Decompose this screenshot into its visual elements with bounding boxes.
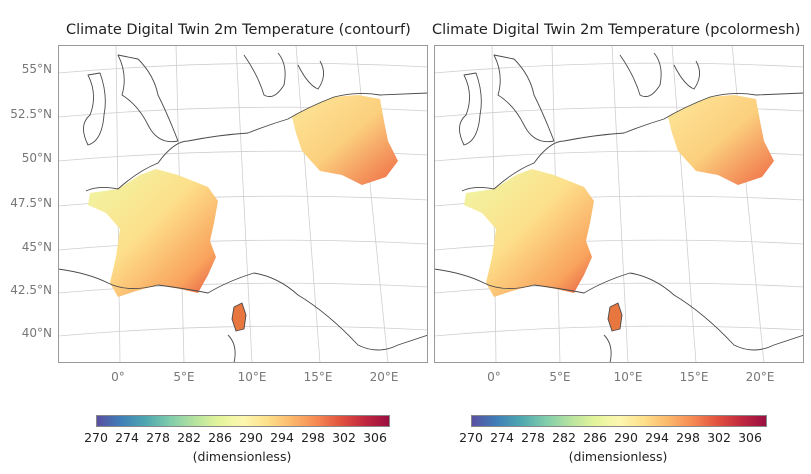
colorbar-tick: 306 <box>363 430 387 445</box>
panel-title-pcolormesh: Climate Digital Twin 2m Temperature (pco… <box>432 22 801 38</box>
lon-label-20e: 20°E <box>745 370 775 384</box>
lat-label-52-5: 52.5°N <box>10 107 52 121</box>
lon-label-5e: 5°E <box>549 370 571 384</box>
colorbar-contourf <box>96 415 390 427</box>
colorbar-tick: 278 <box>146 430 170 445</box>
colorbar-tick: 282 <box>552 430 576 445</box>
colorbar-tick: 298 <box>301 430 325 445</box>
colorbar-tick: 274 <box>490 430 514 445</box>
colorbar-tick: 306 <box>738 430 762 445</box>
colorbar-label: (dimensionless) <box>568 449 668 464</box>
colorbar-pcolormesh <box>471 415 767 427</box>
colorbar-tick: 274 <box>115 430 139 445</box>
corsica-field <box>232 303 246 331</box>
lon-label-15e: 15°E <box>679 370 709 384</box>
map-panel-pcolormesh <box>434 45 804 363</box>
poland-field <box>668 95 774 185</box>
map-panel-contourf <box>58 45 428 363</box>
lon-label-20e: 20°E <box>369 370 399 384</box>
colorbar-tick: 302 <box>707 430 731 445</box>
france-field <box>88 169 218 297</box>
colorbar-tick: 290 <box>614 430 638 445</box>
panel-title-contourf: Climate Digital Twin 2m Temperature (con… <box>66 22 411 38</box>
lon-label-10e: 10°E <box>613 370 643 384</box>
lon-label-0: 0° <box>111 370 125 384</box>
colorbar-tick: 270 <box>84 430 108 445</box>
lon-label-10e: 10°E <box>237 370 267 384</box>
coastlines <box>434 52 804 363</box>
lat-label-40: 40°N <box>21 326 52 340</box>
lat-label-55: 55°N <box>21 62 52 76</box>
colorbar-label: (dimensionless) <box>192 449 292 464</box>
corsica-field <box>608 303 622 331</box>
colorbar-tick: 270 <box>459 430 483 445</box>
colorbar-tick: 294 <box>645 430 669 445</box>
colorbar-tick: 298 <box>676 430 700 445</box>
lat-label-50: 50°N <box>21 151 52 165</box>
lon-label-0: 0° <box>487 370 501 384</box>
colorbar-tick: 278 <box>521 430 545 445</box>
lon-label-5e: 5°E <box>173 370 195 384</box>
lon-label-15e: 15°E <box>303 370 333 384</box>
lat-label-42-5: 42.5°N <box>10 283 52 297</box>
colorbar-tick: 282 <box>177 430 201 445</box>
lat-label-45: 45°N <box>21 240 52 254</box>
colorbar-tick: 290 <box>239 430 263 445</box>
poland-field <box>292 95 398 185</box>
coastlines <box>58 52 428 363</box>
colorbar-tick: 286 <box>583 430 607 445</box>
colorbar-tick: 286 <box>208 430 232 445</box>
colorbar-tick: 302 <box>332 430 356 445</box>
france-field <box>464 169 594 297</box>
colorbar-tick: 294 <box>270 430 294 445</box>
lat-label-47-5: 47.5°N <box>10 196 52 210</box>
